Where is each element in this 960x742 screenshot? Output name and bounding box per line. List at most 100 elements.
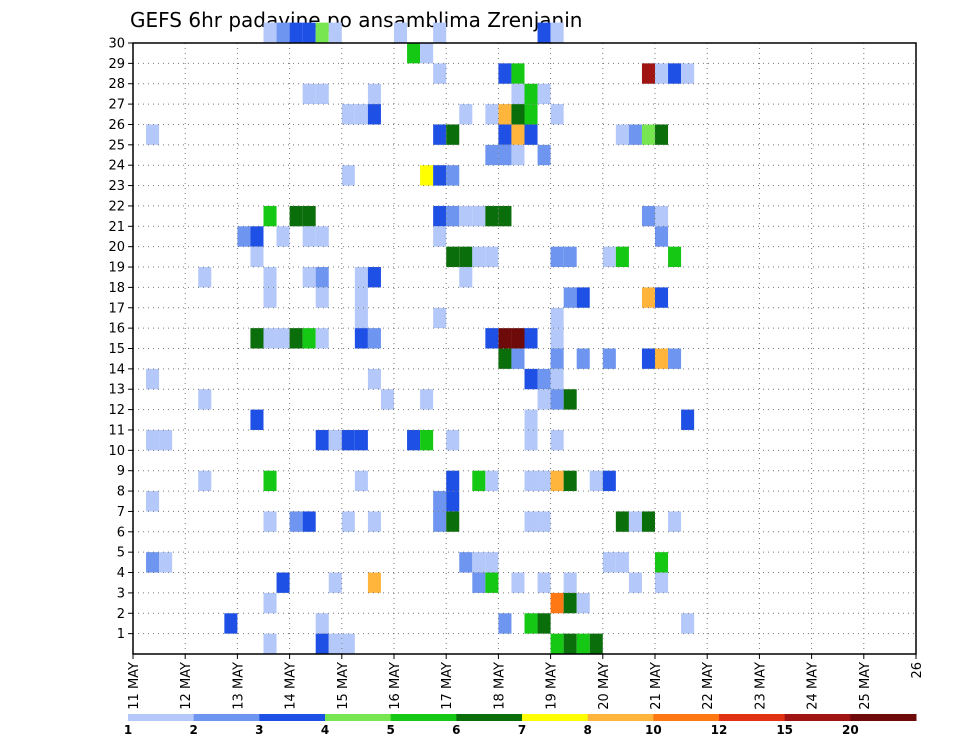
heatmap-cell <box>655 348 669 369</box>
heatmap-cell <box>498 63 512 84</box>
heatmap-cell <box>315 267 329 288</box>
heatmap-cell <box>276 226 290 247</box>
colorbar-swatch <box>653 714 720 721</box>
heatmap-cell <box>537 22 551 43</box>
y-tick-label: 14 <box>108 362 125 377</box>
heatmap-cell <box>511 104 525 125</box>
heatmap-cell <box>263 287 277 308</box>
heatmap-cell <box>146 552 160 573</box>
heatmap-cell <box>250 246 264 268</box>
heatmap-cell <box>433 22 447 43</box>
heatmap-cell <box>198 267 212 288</box>
y-tick-label: 17 <box>108 301 125 316</box>
heatmap-cell <box>367 104 381 125</box>
x-tick-label: 19 MAY <box>545 662 560 710</box>
x-axis: 11 MAY 12 MAY 13 MAY 14 MAY 15 MAY 16 MAY 17 M… <box>127 654 925 710</box>
heatmap-cell <box>263 205 277 227</box>
heatmap-cell <box>472 552 486 573</box>
heatmap-cell <box>537 83 551 105</box>
heatmap-cell <box>459 104 473 125</box>
heatmap-cell <box>354 104 368 125</box>
heatmap-cell <box>420 165 434 186</box>
heatmap-cell <box>146 429 160 451</box>
heatmap-cell <box>328 572 342 593</box>
colorbar-swatch <box>325 714 392 721</box>
heatmap-cell <box>524 429 538 451</box>
heatmap-cell <box>485 470 499 492</box>
heatmap-cell <box>511 328 525 349</box>
heatmap-cell <box>511 348 525 369</box>
heatmap-cell <box>302 328 316 349</box>
heatmap-cell <box>341 511 355 532</box>
y-tick-label: 23 <box>108 179 125 194</box>
heatmap-cell <box>628 124 642 145</box>
heatmap-cell <box>498 124 512 145</box>
colorbar-label: 6 <box>452 723 460 737</box>
heatmap-cell <box>159 552 173 573</box>
heatmap-cell <box>563 389 577 410</box>
heatmap-cell <box>668 246 682 268</box>
y-tick-label: 6 <box>117 525 125 540</box>
heatmap-cell <box>563 592 577 614</box>
heatmap-cell <box>315 287 329 308</box>
heatmap-cell <box>315 83 329 105</box>
heatmap-cell <box>511 572 525 593</box>
heatmap-cell <box>459 205 473 227</box>
x-tick-label: 12 MAY <box>179 662 194 710</box>
y-tick-label: 1 <box>117 627 125 642</box>
heatmap-cell <box>524 328 538 349</box>
x-tick-label: 16 MAY <box>388 662 403 710</box>
heatmap-cell <box>681 63 695 84</box>
heatmap-cell <box>354 287 368 308</box>
heatmap-cell <box>446 470 460 492</box>
heatmap-cell <box>537 572 551 593</box>
heatmap-cell <box>524 613 538 634</box>
heatmap-cell <box>641 348 655 369</box>
heatmap-cell <box>498 104 512 125</box>
heatmap-cell <box>315 22 329 43</box>
heatmap-cell <box>563 470 577 492</box>
heatmap-cell <box>446 205 460 227</box>
heatmap-cell <box>263 22 277 43</box>
heatmap-cell <box>628 572 642 593</box>
colorbar-label: 12 <box>711 723 728 737</box>
heatmap-cell <box>354 429 368 451</box>
y-tick-label: 15 <box>108 342 125 357</box>
heatmap-cell <box>668 511 682 532</box>
heatmap-cell <box>485 572 499 593</box>
x-tick-label: 13 MAY <box>231 662 246 710</box>
colorbar-label: 7 <box>518 723 526 737</box>
y-tick-label: 18 <box>108 281 125 296</box>
heatmap-cell <box>472 470 486 492</box>
heatmap-cell <box>394 22 408 43</box>
heatmap-cell <box>341 104 355 125</box>
heatmap-cell <box>276 22 290 43</box>
y-tick-label: 22 <box>108 199 125 214</box>
heatmap-cell <box>681 613 695 634</box>
heatmap-cell <box>250 409 264 430</box>
heatmap-cell <box>537 389 551 410</box>
heatmap-cell <box>198 470 212 492</box>
heatmap-cell <box>655 124 669 145</box>
heatmap-cell <box>511 144 525 166</box>
heatmap-cell <box>537 144 551 166</box>
heatmap-cell <box>511 124 525 145</box>
heatmap-cell <box>289 328 303 349</box>
heatmap-cell <box>459 267 473 288</box>
heatmap-cell <box>498 328 512 349</box>
heatmap-cell <box>237 226 251 247</box>
x-tick-label: 25 MAY <box>858 662 873 710</box>
heatmap-cells <box>146 22 695 654</box>
y-tick-label: 26 <box>108 118 125 133</box>
heatmap-cell <box>354 470 368 492</box>
heatmap-cell <box>446 165 460 186</box>
heatmap-cell <box>668 348 682 369</box>
heatmap-cell <box>146 368 160 390</box>
heatmap-cell <box>302 22 316 43</box>
heatmap-cell <box>615 124 629 145</box>
heatmap-cell <box>367 83 381 105</box>
y-tick-label: 13 <box>108 383 125 398</box>
heatmap-cell <box>289 22 303 43</box>
heatmap-cell <box>446 491 460 512</box>
heatmap-cell <box>655 552 669 573</box>
